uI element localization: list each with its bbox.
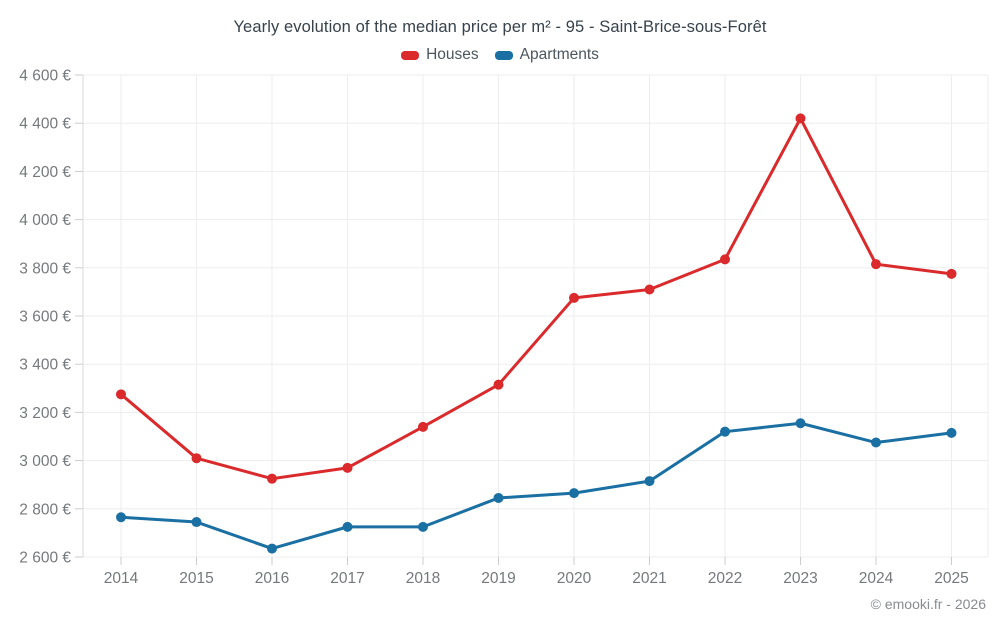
houses-point-2016[interactable] — [267, 473, 277, 484]
x-tick-label: 2024 — [859, 570, 894, 587]
apartments-legend-swatch-icon — [494, 50, 513, 60]
chart-legend: Houses Apartments — [0, 46, 1000, 64]
apartments-point-2023[interactable] — [795, 418, 806, 429]
apartments-point-2018[interactable] — [418, 521, 428, 532]
houses-point-2014[interactable] — [116, 389, 126, 400]
houses-point-2025[interactable] — [946, 268, 957, 279]
legend-item-houses[interactable]: Houses — [401, 46, 479, 64]
watermark: © emooki.fr - 2026 — [870, 596, 986, 612]
chart-title: Yearly evolution of the median price per… — [233, 18, 767, 36]
apartments-point-2019[interactable] — [493, 492, 504, 503]
y-tick-label: 4 400 € — [19, 116, 71, 133]
apartments-point-2014[interactable] — [116, 512, 126, 523]
y-tick-label: 4 600 € — [19, 68, 71, 85]
y-tick-label: 3 800 € — [19, 260, 71, 277]
x-tick-label: 2021 — [632, 570, 666, 587]
legend-label-apartments: Apartments — [519, 46, 599, 63]
apartments-point-2025[interactable] — [946, 427, 957, 438]
houses-point-2015[interactable] — [191, 453, 202, 464]
x-tick-label: 2016 — [255, 570, 289, 587]
apartments-point-2016[interactable] — [267, 543, 277, 554]
x-tick-label: 2017 — [330, 570, 364, 587]
houses-point-2023[interactable] — [795, 113, 806, 124]
x-tick-label: 2020 — [557, 570, 592, 587]
houses-legend-swatch-icon — [401, 50, 420, 60]
houses-point-2017[interactable] — [342, 462, 353, 473]
y-tick-label: 3 600 € — [19, 309, 71, 326]
houses-point-2019[interactable] — [493, 379, 504, 390]
x-tick-label: 2023 — [783, 570, 817, 587]
apartments-point-2024[interactable] — [871, 437, 881, 448]
legend-item-apartments[interactable]: Apartments — [494, 46, 599, 64]
x-tick-label: 2019 — [481, 570, 515, 587]
legend-label-houses: Houses — [426, 46, 479, 63]
x-tick-label: 2025 — [934, 570, 968, 587]
houses-line — [119, 116, 953, 481]
y-tick-label: 4 200 € — [19, 164, 71, 181]
apartments-point-2022[interactable] — [720, 426, 730, 437]
houses-point-2018[interactable] — [418, 421, 428, 432]
y-tick-label: 3 200 € — [19, 405, 71, 422]
y-tick-label: 2 800 € — [19, 501, 71, 518]
apartments-point-2021[interactable] — [644, 476, 655, 487]
apartments-line — [119, 421, 953, 551]
houses-point-2024[interactable] — [871, 259, 881, 270]
houses-point-2020[interactable] — [569, 292, 579, 303]
y-tick-label: 2 600 € — [19, 550, 71, 567]
apartments-point-2015[interactable] — [191, 517, 202, 528]
y-tick-label: 3 000 € — [19, 453, 71, 470]
apartments-point-2017[interactable] — [342, 521, 353, 532]
x-tick-label: 2018 — [406, 570, 440, 587]
x-tick-label: 2015 — [179, 570, 213, 587]
houses-point-2021[interactable] — [644, 284, 655, 295]
y-tick-label: 3 400 € — [19, 357, 71, 374]
x-tick-label: 2014 — [104, 570, 139, 587]
y-tick-label: 4 000 € — [19, 212, 71, 229]
houses-point-2022[interactable] — [720, 254, 730, 265]
apartments-point-2020[interactable] — [569, 488, 579, 499]
x-tick-label: 2022 — [708, 570, 742, 587]
